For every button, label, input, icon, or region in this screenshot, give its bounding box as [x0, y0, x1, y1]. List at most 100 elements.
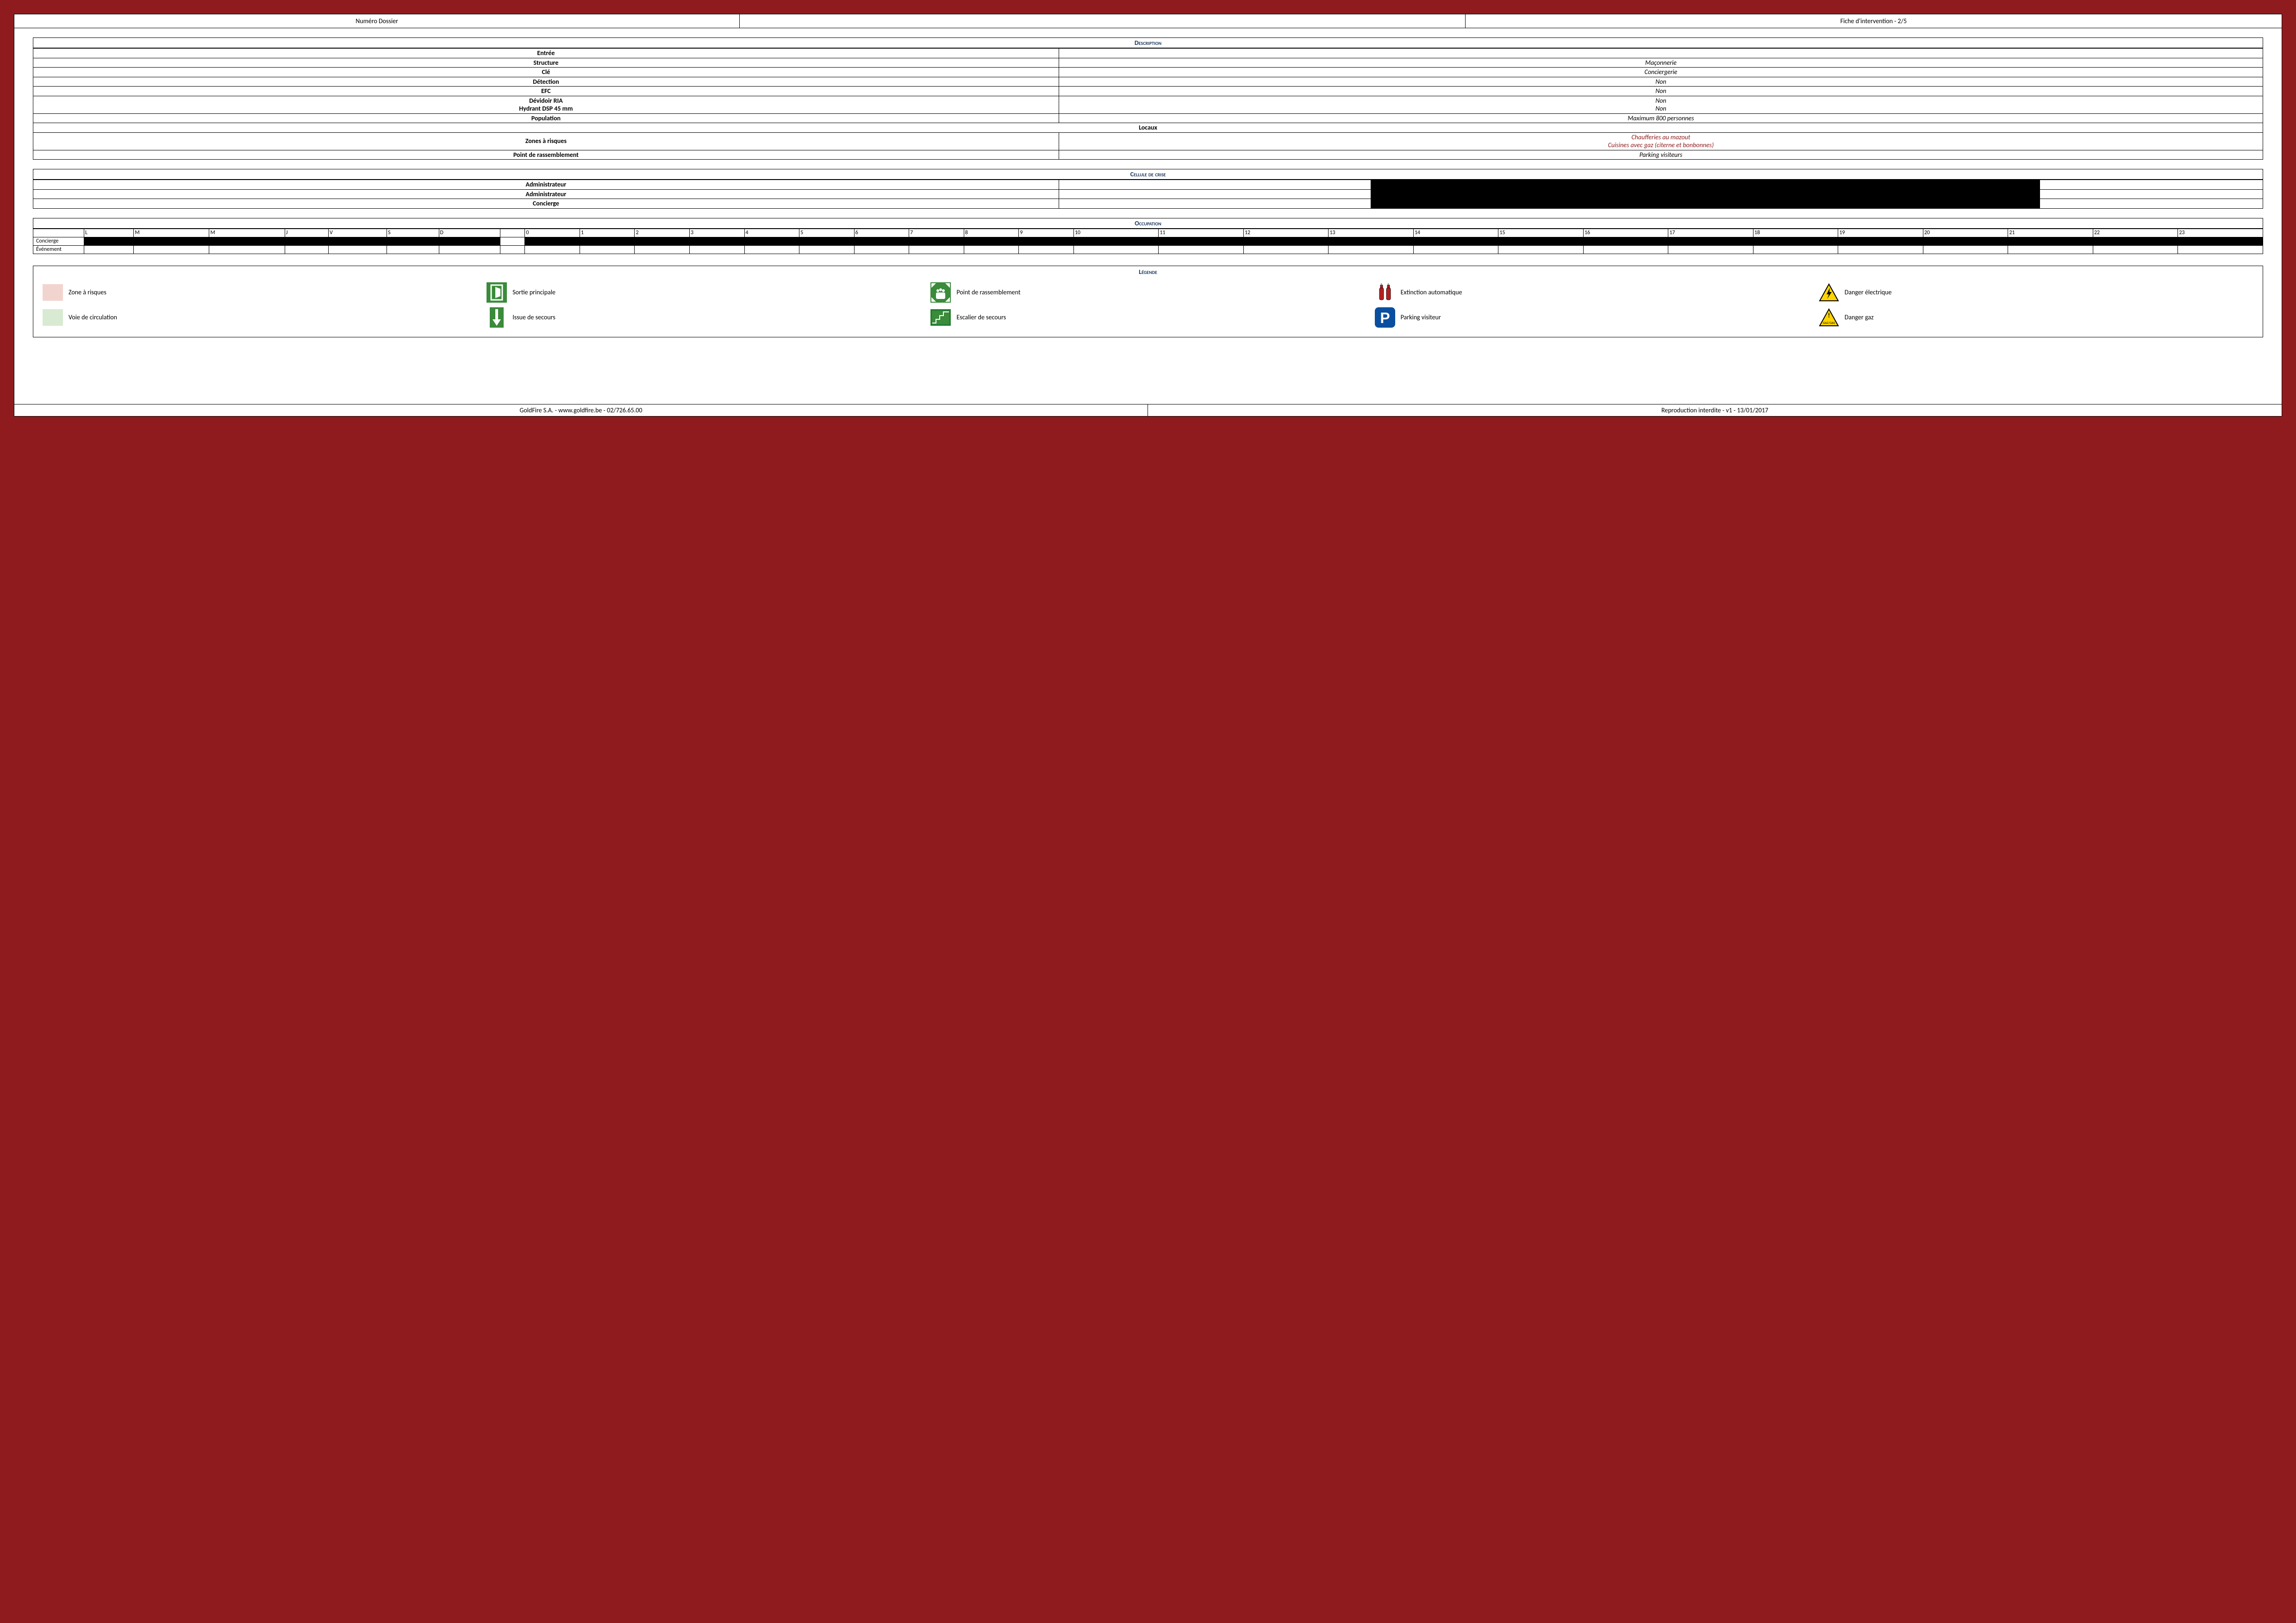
occ-hour-cell	[1498, 245, 1584, 254]
occ-hour-cell	[1159, 237, 1244, 245]
occ-hour-cell	[799, 237, 855, 245]
occ-hour-cell	[799, 245, 855, 254]
legend-label: Voie de circulation	[69, 313, 117, 321]
desc-label: Point de rassemblement	[33, 150, 1059, 160]
occ-hour-cell	[525, 237, 580, 245]
occ-hour-header: 14	[1413, 229, 1498, 237]
legend-section: Légende Zone à risques Sortie principale P…	[33, 266, 2263, 337]
occ-gap-cell	[500, 237, 524, 245]
occ-hour-cell	[1329, 245, 1414, 254]
occ-hour-cell	[1019, 237, 1074, 245]
occ-hour-cell	[1753, 237, 1838, 245]
occ-hour-header: 7	[909, 229, 964, 237]
legend-item-exit-emergency: Issue de secours	[487, 307, 921, 328]
desc-label: Population	[33, 113, 1059, 123]
legend-label: Danger électrique	[1845, 288, 1892, 296]
svg-text:!: !	[1828, 311, 1830, 319]
legend-item-parking: PParking visiteur	[1375, 307, 1809, 328]
legend-item-danger-elec: Danger électrique	[1819, 282, 2253, 303]
occ-hour-header: 9	[1019, 229, 1074, 237]
legend-item-risk: Zone à risques	[43, 282, 477, 303]
legend-item-extinction: Extinction automatique	[1375, 282, 1809, 303]
occ-day-header: D	[439, 229, 500, 237]
occ-day-cell	[209, 245, 285, 254]
desc-label: Clé	[33, 68, 1059, 77]
legend-item-exit-main: Sortie principale	[487, 282, 921, 303]
occ-hour-cell	[1923, 245, 2008, 254]
occ-hour-header: 18	[1753, 229, 1838, 237]
occ-hour-header: 3	[689, 229, 744, 237]
occ-hour-cell	[744, 245, 799, 254]
occ-hour-header: 1	[580, 229, 635, 237]
circulation-swatch-icon	[43, 309, 63, 326]
occ-hour-cell	[2178, 245, 2263, 254]
header-middle	[740, 14, 1465, 28]
crise-cell	[1059, 199, 1371, 209]
occ-hour-header: 22	[2093, 229, 2178, 237]
occ-hour-header: 23	[2178, 229, 2263, 237]
legend-label: Zone à risques	[69, 288, 106, 296]
footer-left: GoldFire S.A. - www.goldfire.be - 02/726…	[14, 404, 1148, 416]
extinguisher-icon	[1375, 282, 1395, 303]
occ-hour-cell	[1329, 237, 1414, 245]
occ-hour-header: 0	[525, 229, 580, 237]
legend-label: Issue de secours	[512, 313, 555, 321]
desc-value: Parking visiteurs	[1059, 150, 2263, 160]
desc-label: Entrée	[33, 49, 1059, 58]
occ-hour-cell	[1243, 237, 1329, 245]
header-row: Numéro Dossier Fiche d'intervention - 2/…	[14, 14, 2282, 28]
occ-hour-header: 6	[854, 229, 909, 237]
occ-hour-header: 15	[1498, 229, 1584, 237]
crise-redacted	[1371, 199, 2040, 209]
occ-hour-cell	[909, 237, 964, 245]
legend-label: Parking visiteur	[1401, 313, 1441, 321]
occ-day-header: M	[209, 229, 285, 237]
occ-hour-cell	[964, 245, 1019, 254]
occ-hour-cell	[1498, 237, 1584, 245]
occ-day-header: M	[134, 229, 209, 237]
crise-cell	[1059, 189, 1371, 199]
risk-swatch-icon	[43, 284, 63, 301]
desc-value-risk: Chaufferies au mazoutCuisines avec gaz (…	[1059, 132, 2263, 150]
occ-hour-cell	[1019, 245, 1074, 254]
occ-hour-cell	[1838, 245, 1923, 254]
occ-hour-cell	[1923, 237, 2008, 245]
description-section: Description EntréeStructureMaçonnerieClé…	[33, 37, 2263, 160]
crise-section: Cellule de crise AdministrateurAdministr…	[33, 169, 2263, 209]
footer-right: Reproduction interdite - v1 - 13/01/2017	[1148, 404, 2282, 416]
danger-electric-icon	[1819, 283, 1839, 302]
occ-day-cell	[84, 237, 134, 245]
occ-hour-cell	[525, 245, 580, 254]
occ-hour-header: 21	[2008, 229, 2093, 237]
legend-label: Sortie principale	[512, 288, 555, 296]
crise-redacted	[1371, 189, 2040, 199]
occ-day-header: S	[387, 229, 439, 237]
occ-day-cell	[134, 237, 209, 245]
occ-day-cell	[134, 245, 209, 254]
occ-hour-header: 19	[1838, 229, 1923, 237]
occ-corner	[33, 229, 84, 237]
legend-title: Légende	[33, 266, 2263, 278]
occ-hour-header: 16	[1583, 229, 1668, 237]
assembly-point-icon	[930, 282, 951, 303]
crise-role: Concierge	[33, 199, 1059, 209]
legend-grid: Zone à risquesSortie principalePoint de …	[33, 278, 2263, 328]
desc-label: Zones à risques	[33, 132, 1059, 150]
occ-hour-header: 5	[799, 229, 855, 237]
desc-value	[1059, 49, 2263, 58]
crise-redacted	[1371, 180, 2040, 190]
occ-gap	[500, 229, 524, 237]
occ-hour-cell	[1073, 245, 1159, 254]
desc-value: Non	[1059, 77, 2263, 87]
crise-cell	[2040, 180, 2263, 190]
occ-hour-cell	[635, 245, 690, 254]
occ-hour-header: 12	[1243, 229, 1329, 237]
occ-hour-cell	[1668, 237, 1753, 245]
occ-hour-cell	[1073, 237, 1159, 245]
legend-item-circulation: Voie de circulation	[43, 307, 477, 328]
occ-hour-cell	[1668, 245, 1753, 254]
occ-day-cell	[387, 245, 439, 254]
occ-gap-cell	[500, 245, 524, 254]
occ-hour-cell	[2178, 237, 2263, 245]
crise-role: Administrateur	[33, 189, 1059, 199]
